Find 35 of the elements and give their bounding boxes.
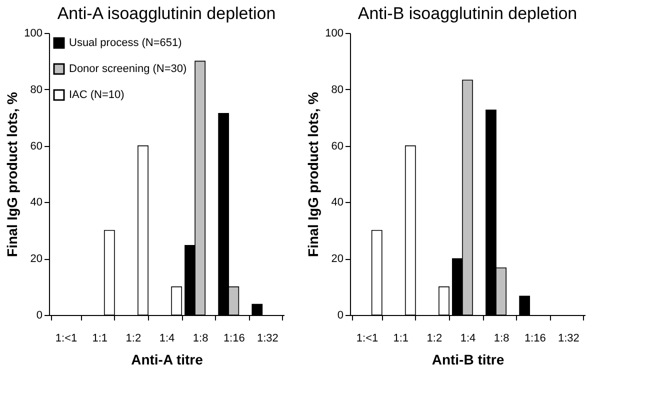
x-axis-title: Anti-B titre — [432, 352, 504, 368]
x-tick-label: 1:<1 — [55, 332, 78, 344]
chart-title: Anti-B isoagglutinin depletion — [358, 4, 578, 23]
x-tick-label: 1:4 — [460, 332, 476, 344]
y-tick-label: 0 — [36, 310, 42, 322]
legend-label: Donor screening (N=30) — [69, 63, 187, 75]
y-tick-label: 0 — [337, 310, 344, 322]
y-tick-label: 80 — [30, 84, 42, 96]
y-tick-label: 100 — [24, 28, 42, 40]
x-tick-label: 1:<1 — [356, 332, 378, 344]
x-axis-title: Anti-A titre — [131, 352, 204, 368]
x-tick-label: 1:8 — [192, 332, 208, 344]
x-tick-label: 1:1 — [393, 332, 409, 344]
legend-label: Usual process (N=651) — [69, 37, 182, 49]
y-tick-label: 40 — [331, 196, 344, 209]
x-tick-label: 1:16 — [223, 332, 245, 344]
y-tick-label: 60 — [331, 140, 344, 152]
x-tick-label: 1:2 — [426, 332, 442, 344]
x-tick-label: 1:1 — [92, 332, 108, 344]
x-tick-label: 1:32 — [257, 332, 278, 344]
y-tick-label: 40 — [30, 196, 42, 209]
y-tick-label: 60 — [30, 140, 42, 152]
y-tick-label: 100 — [325, 28, 344, 40]
y-axis-title: Final IgG product lots, % — [4, 92, 20, 257]
x-tick-label: 1:16 — [524, 332, 546, 344]
x-tick-label: 1:2 — [126, 332, 142, 344]
y-tick-label: 20 — [30, 253, 42, 266]
x-tick-label: 1:32 — [558, 332, 580, 344]
legend-label: IAC (N=10) — [69, 89, 124, 101]
y-tick-label: 20 — [331, 253, 344, 266]
x-tick-label: 1:4 — [159, 332, 175, 344]
y-tick-label: 80 — [331, 84, 344, 96]
x-tick-label: 1:8 — [494, 332, 510, 344]
y-axis-title: Final IgG product lots, % — [305, 92, 322, 257]
chart-title: Anti-A isoagglutinin depletion — [57, 4, 276, 23]
